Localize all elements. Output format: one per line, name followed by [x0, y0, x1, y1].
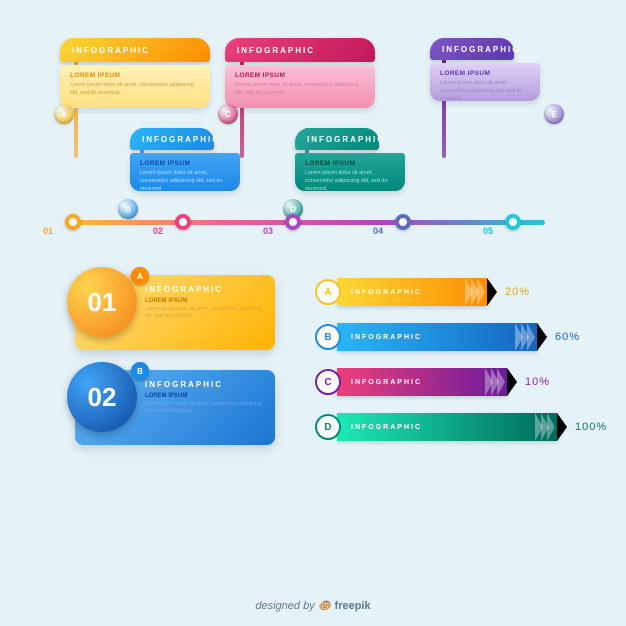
arrow-percentage: 60%	[555, 331, 580, 343]
flag-tab: INFOGRAPHIC	[430, 38, 514, 60]
flag-body: LOREM IPSUM Lorem ipsum dolor sit amet, …	[430, 63, 540, 101]
flag-body-title: LOREM IPSUM	[140, 160, 230, 167]
info-card-02: 02 B INFOGRAPHIC LOREM IPSUM Lorem ipsum…	[75, 370, 275, 445]
card-letter-badge: A	[131, 267, 149, 285]
infographic-canvas: INFOGRAPHIC LOREM IPSUM Lorem ipsum dolo…	[0, 0, 626, 626]
progress-arrow-a: A INFOGRAPHIC 20%	[315, 275, 530, 309]
timeline-number: 04	[373, 226, 383, 236]
flag-card-e: INFOGRAPHIC LOREM IPSUM Lorem ipsum dolo…	[430, 38, 540, 101]
arrow-letter-disc: A	[315, 279, 341, 305]
flag-body-title: LOREM IPSUM	[440, 70, 530, 77]
arrow-letter-disc: C	[315, 369, 341, 395]
card-letter-badge: B	[131, 362, 149, 380]
flag-tab-title: INFOGRAPHIC	[142, 135, 220, 144]
arrow-chevrons-icon	[487, 368, 505, 396]
arrow-title: INFOGRAPHIC	[351, 289, 422, 296]
letter-badge-a: A	[54, 104, 74, 124]
flag-body-title: LOREM IPSUM	[70, 72, 200, 79]
letter-badge-e: E	[544, 104, 564, 124]
letter-badge-c: C	[218, 104, 238, 124]
card-subtitle: LOREM IPSUM	[145, 393, 263, 399]
arrow-percentage: 100%	[575, 421, 607, 433]
flag-tab: INFOGRAPHIC	[130, 128, 214, 150]
arrow-letter-disc: D	[315, 414, 341, 440]
arrow-letter-disc: B	[315, 324, 341, 350]
card-title: INFOGRAPHIC	[145, 285, 263, 294]
flag-body-text: Lorem ipsum dolor sit amet, consectetur …	[140, 170, 230, 194]
flag-tab-title: INFOGRAPHIC	[72, 46, 150, 55]
flag-card-b: INFOGRAPHIC LOREM IPSUM Lorem ipsum dolo…	[130, 128, 240, 191]
arrow-tip-icon	[507, 368, 517, 396]
flag-card-a: INFOGRAPHIC LOREM IPSUM Lorem ipsum dolo…	[60, 38, 210, 108]
arrow-title: INFOGRAPHIC	[351, 379, 422, 386]
progress-arrow-b: B INFOGRAPHIC 60%	[315, 320, 580, 354]
arrow-percentage: 20%	[505, 286, 530, 298]
arrow-chevrons-icon	[537, 413, 555, 441]
arrow-title: INFOGRAPHIC	[351, 334, 422, 341]
flag-tab-title: INFOGRAPHIC	[237, 46, 315, 55]
flag-body-text: Lorem ipsum dolor sit amet, consectetur …	[305, 170, 395, 194]
flag-body: LOREM IPSUM Lorem ipsum dolor sit amet, …	[295, 153, 405, 191]
card-title: INFOGRAPHIC	[145, 380, 263, 389]
flag-body: LOREM IPSUM Lorem ipsum dolor sit amet, …	[225, 65, 375, 108]
card-number-circle: 01	[67, 267, 137, 337]
info-card-01: 01 A INFOGRAPHIC LOREM IPSUM Lorem ipsum…	[75, 275, 275, 350]
arrow-tip-icon	[487, 278, 497, 306]
card-subtitle: LOREM IPSUM	[145, 298, 263, 304]
flag-body-text: Lorem ipsum dolor sit amet, consectetur …	[70, 82, 200, 98]
timeline-tick	[285, 214, 301, 230]
arrow-chevrons-icon	[467, 278, 485, 306]
flag-body-text: Lorem ipsum dolor sit amet, consectetur …	[235, 82, 365, 98]
timeline-number: 03	[263, 226, 273, 236]
timeline-number: 05	[483, 226, 493, 236]
flag-tab: INFOGRAPHIC	[60, 38, 210, 62]
flag-body-title: LOREM IPSUM	[305, 160, 395, 167]
arrow-tip-icon	[557, 413, 567, 441]
arrow-shaft: INFOGRAPHIC	[337, 368, 507, 396]
flag-body-text: Lorem ipsum dolor sit amet, consectetur …	[440, 80, 530, 104]
flag-body: LOREM IPSUM Lorem ipsum dolor sit amet, …	[60, 65, 210, 108]
timeline-track: 0102030405	[65, 220, 545, 225]
attribution-footer: designed by 🐵 freepik	[0, 599, 626, 612]
timeline-tick	[65, 214, 81, 230]
footer-prefix: designed by	[255, 600, 317, 612]
footer-brand: freepik	[335, 600, 371, 612]
card-text: Lorem ipsum dolor sit amet, consectetur …	[145, 401, 263, 416]
timeline-number: 01	[43, 226, 53, 236]
timeline-tick	[175, 214, 191, 230]
arrow-shaft: INFOGRAPHIC	[337, 278, 487, 306]
timeline-tick	[505, 214, 521, 230]
flag-body: LOREM IPSUM Lorem ipsum dolor sit amet, …	[130, 153, 240, 191]
timeline-number: 02	[153, 226, 163, 236]
card-number-circle: 02	[67, 362, 137, 432]
arrow-chevrons-icon	[517, 323, 535, 351]
flag-card-d: INFOGRAPHIC LOREM IPSUM Lorem ipsum dolo…	[295, 128, 405, 191]
letter-badge-b: B	[118, 199, 138, 219]
arrow-percentage: 10%	[525, 376, 550, 388]
arrow-shaft: INFOGRAPHIC	[337, 413, 557, 441]
flag-tab: INFOGRAPHIC	[295, 128, 379, 150]
flag-body-title: LOREM IPSUM	[235, 72, 365, 79]
flag-tab: INFOGRAPHIC	[225, 38, 375, 62]
card-text: Lorem ipsum dolor sit amet, consectetur …	[145, 306, 263, 321]
arrow-tip-icon	[537, 323, 547, 351]
flag-tab-title: INFOGRAPHIC	[442, 45, 520, 54]
progress-arrow-d: D INFOGRAPHIC 100%	[315, 410, 607, 444]
arrow-title: INFOGRAPHIC	[351, 424, 422, 431]
flag-tab-title: INFOGRAPHIC	[307, 135, 385, 144]
timeline-tick	[395, 214, 411, 230]
progress-arrow-c: C INFOGRAPHIC 10%	[315, 365, 550, 399]
flag-card-c: INFOGRAPHIC LOREM IPSUM Lorem ipsum dolo…	[225, 38, 375, 108]
arrow-shaft: INFOGRAPHIC	[337, 323, 537, 351]
